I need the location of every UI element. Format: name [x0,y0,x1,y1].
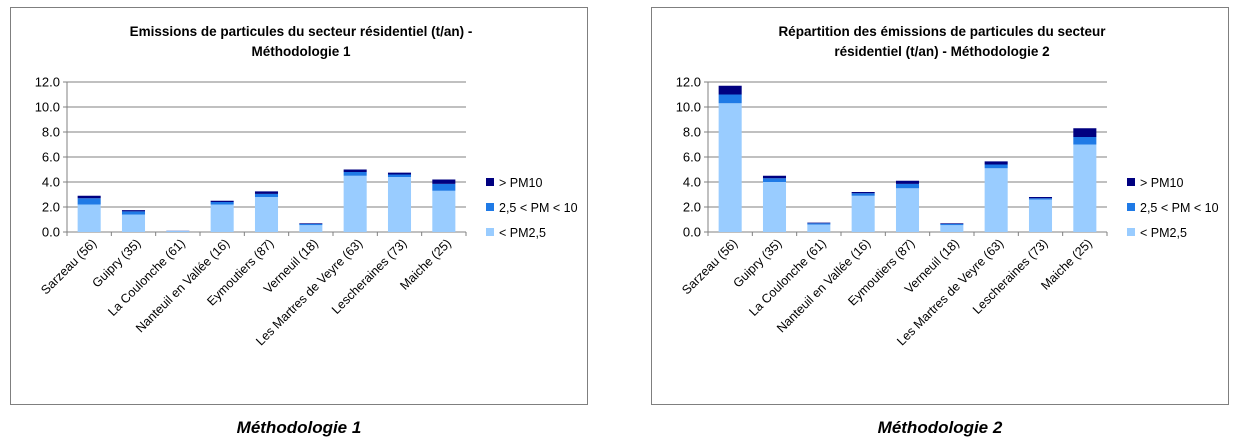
bar-segment [387,177,412,232]
legend-label: < PM2,5 [499,226,546,240]
bar-segment [1028,198,1053,200]
legend-label: < PM2,5 [1140,226,1187,240]
bar-segment [77,195,101,199]
x-category-label: Lescheraines (73) [329,236,410,317]
y-tick-label: 0.0 [683,225,701,240]
y-tick-label: 2.0 [42,200,60,215]
legend-swatch [486,203,494,211]
bar-segment [718,94,742,104]
bar-segment [1073,128,1097,137]
chart-caption: Méthodologie 1 [236,418,362,437]
bar-segment [1028,197,1053,199]
bar-segment [432,183,456,191]
legend-label: > PM10 [499,176,542,190]
bar-segment [299,223,323,226]
bar-segment [387,172,412,175]
bar-segment [984,168,1008,232]
bar-segment [343,169,367,172]
chart-svg-methodologie-1: Emissions de particules du secteur résid… [35,24,578,348]
bar-segment [762,175,787,179]
bar-segment [299,223,323,224]
y-tick-label: 10.0 [676,100,701,115]
bar-segment [895,180,920,184]
chart-caption: Méthodologie 2 [877,418,1003,437]
chart-title-line: Méthodologie 1 [252,44,351,59]
chart-title-line: Répartition des émissions de particules … [778,24,1106,39]
bar-segment [210,200,234,202]
bar-segment [166,231,190,233]
bar-segment [895,183,920,189]
bar-segment [1028,199,1053,232]
bar-segment [807,222,831,224]
bar-segment [762,178,787,182]
y-tick-label: 0.0 [42,225,60,240]
y-tick-label: 6.0 [42,150,60,165]
bar-segment [254,191,279,194]
y-tick-label: 8.0 [683,125,701,140]
bar-segment [210,204,234,232]
y-tick-label: 10.0 [35,100,60,115]
bar-segment [940,225,964,233]
bar-segment [299,225,323,233]
bar-segment [77,198,101,205]
bar-segment [432,190,456,232]
y-tick-label: 8.0 [42,125,60,140]
x-category-label: Sarzeau (56) [679,236,740,297]
chart-title-line: résidentiel (t/an) - Méthodologie 2 [834,44,1049,59]
bar-segment [343,172,367,176]
legend-swatch [486,228,494,236]
bar-segment [718,103,742,232]
y-tick-label: 4.0 [42,175,60,190]
x-category-label: La Coulonche (61) [746,236,829,319]
legend-label: > PM10 [1140,176,1183,190]
y-tick-label: 12.0 [676,75,701,90]
x-category-label: Lescheraines (73) [970,236,1051,317]
bar-segment [940,223,964,224]
x-category-label: Sarzeau (56) [38,236,99,297]
x-category-label: La Coulonche (61) [105,236,188,319]
legend-swatch [486,178,494,186]
bar-segment [895,188,920,232]
bar-segment [851,193,875,196]
bar-segment [718,85,742,95]
bar-segment [1073,137,1097,145]
bar-segment [851,195,875,232]
bar-segment [387,174,412,177]
bar-segment [254,193,279,198]
chart-panel-2: Répartition des émissions de particules … [641,0,1231,445]
legend-swatch [1127,178,1135,186]
bar-segment [984,164,1008,169]
bar-segment [984,161,1008,165]
y-tick-label: 12.0 [35,75,60,90]
bar-segment [1073,144,1097,232]
legend-label: 2,5 < PM < 10 [1140,201,1219,215]
bar-segment [762,182,787,232]
bar-segment [432,179,456,184]
y-tick-label: 2.0 [683,200,701,215]
chart-title-line: Emissions de particules du secteur résid… [130,24,473,39]
bar-segment [343,175,367,232]
bar-segment [940,223,964,226]
chart-panel-1: Emissions de particules du secteur résid… [0,0,590,445]
legend-swatch [1127,203,1135,211]
bar-segment [807,224,831,232]
chart-frame: Répartition des émissions de particules … [651,7,1229,405]
bar-segment [254,197,279,232]
bar-segment [851,192,875,194]
y-tick-label: 6.0 [683,150,701,165]
bar-segment [121,214,146,232]
bar-segment [210,202,234,205]
bar-segment [807,223,831,225]
y-tick-label: 4.0 [683,175,701,190]
chart-svg-methodologie-2: Répartition des émissions de particules … [676,24,1219,348]
bar-segment [121,211,146,215]
bar-segment [77,204,101,232]
bar-segment [121,210,146,212]
legend-label: 2,5 < PM < 10 [499,201,578,215]
legend-swatch [1127,228,1135,236]
chart-frame: Emissions de particules du secteur résid… [10,7,588,405]
